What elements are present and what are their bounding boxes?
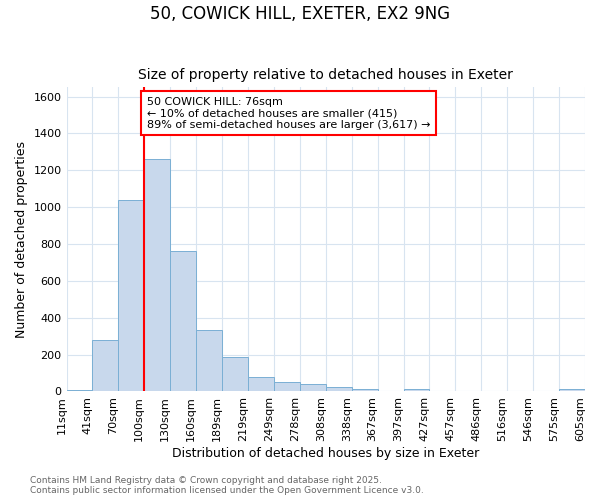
Bar: [196, 330, 222, 392]
Bar: [248, 376, 274, 392]
Bar: [352, 388, 377, 392]
Bar: [300, 384, 326, 392]
Text: 50, COWICK HILL, EXETER, EX2 9NG: 50, COWICK HILL, EXETER, EX2 9NG: [150, 5, 450, 23]
Bar: [67, 390, 92, 392]
Bar: [559, 389, 585, 392]
Bar: [145, 159, 170, 392]
Text: Contains HM Land Registry data © Crown copyright and database right 2025.
Contai: Contains HM Land Registry data © Crown c…: [30, 476, 424, 495]
Bar: [170, 252, 196, 392]
Bar: [455, 390, 481, 392]
Bar: [222, 358, 248, 392]
Bar: [92, 340, 118, 392]
Bar: [404, 389, 430, 392]
X-axis label: Distribution of detached houses by size in Exeter: Distribution of detached houses by size …: [172, 447, 479, 460]
Bar: [326, 387, 352, 392]
Y-axis label: Number of detached properties: Number of detached properties: [15, 141, 28, 338]
Bar: [118, 200, 145, 392]
Bar: [274, 382, 300, 392]
Text: 50 COWICK HILL: 76sqm
← 10% of detached houses are smaller (415)
89% of semi-det: 50 COWICK HILL: 76sqm ← 10% of detached …: [147, 96, 430, 130]
Title: Size of property relative to detached houses in Exeter: Size of property relative to detached ho…: [139, 68, 513, 82]
